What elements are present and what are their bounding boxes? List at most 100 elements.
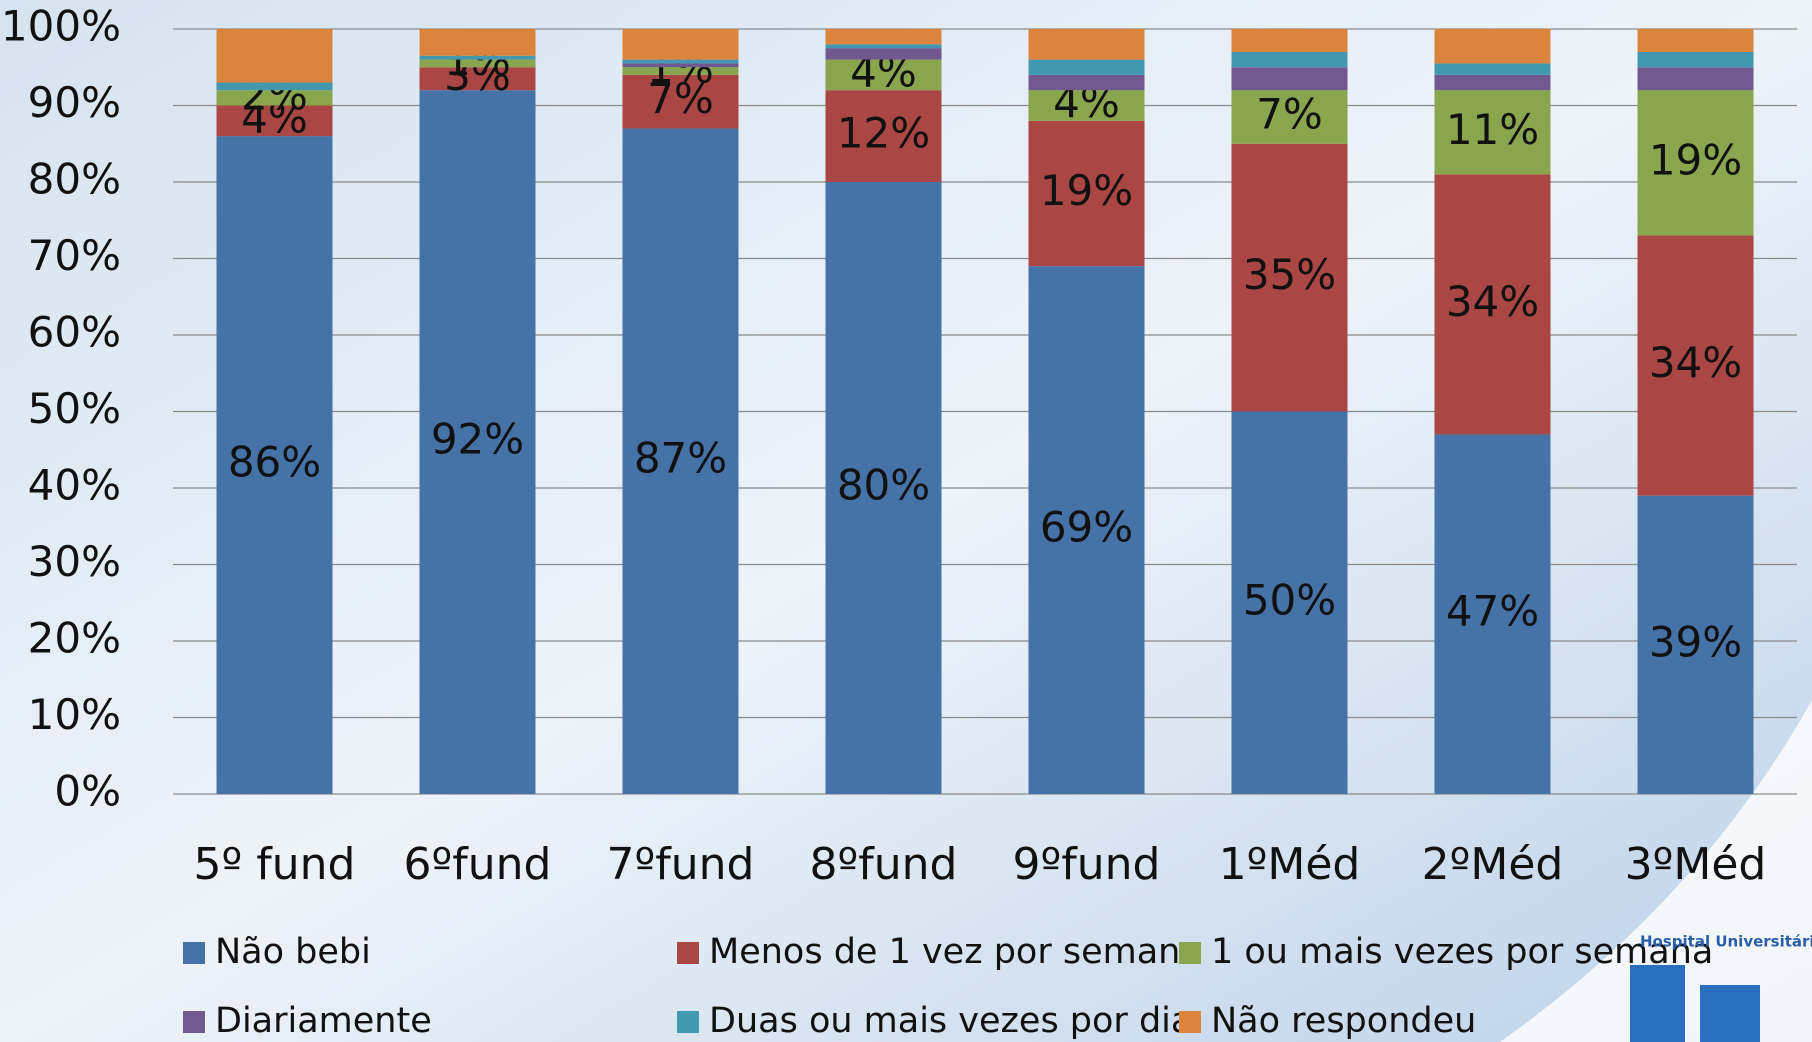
bar-segment xyxy=(216,105,333,137)
x-tick-label: 5º fund xyxy=(194,839,356,890)
bar-segment xyxy=(1434,90,1551,175)
bar-segment xyxy=(216,136,333,795)
legend-swatch xyxy=(1179,1011,1201,1033)
logo-text: Hospital Universitári xyxy=(1640,933,1812,951)
bar-segment xyxy=(216,90,333,106)
data-label: 86% xyxy=(228,438,321,487)
bar-segment xyxy=(825,90,942,182)
data-label: 47% xyxy=(1446,587,1539,636)
bar-segment xyxy=(825,59,942,91)
legend-swatch xyxy=(1179,942,1201,964)
data-label: 87% xyxy=(634,434,727,483)
bar-segment xyxy=(419,90,536,794)
y-tick-label: 90% xyxy=(28,78,121,127)
data-label: 11% xyxy=(1446,105,1539,154)
data-label: 7% xyxy=(647,74,714,123)
legend-swatch xyxy=(183,942,205,964)
bar-segment xyxy=(1434,63,1551,75)
y-tick-label: 50% xyxy=(28,384,121,433)
y-tick-label: 40% xyxy=(28,461,121,510)
bar-segment xyxy=(1231,411,1348,794)
logo-shape xyxy=(1700,985,1760,1042)
bar-segment xyxy=(622,67,739,75)
legend-swatch xyxy=(677,1011,699,1033)
y-tick-label: 10% xyxy=(28,690,121,739)
y-tick-label: 60% xyxy=(28,308,121,357)
bar-segment xyxy=(622,63,739,68)
data-label: 19% xyxy=(1040,166,1133,215)
data-label: 80% xyxy=(837,461,930,510)
y-tick-label: 20% xyxy=(28,614,121,663)
bar-segment xyxy=(622,29,739,60)
bar-segment xyxy=(1434,174,1551,435)
data-label: 34% xyxy=(1446,277,1539,326)
bar-segment xyxy=(216,29,333,83)
legend-label: Duas ou mais vezes por dia xyxy=(709,1001,1192,1041)
bar-segment xyxy=(825,48,942,60)
bar-segment xyxy=(1434,74,1551,91)
bar-segment xyxy=(622,128,739,794)
bar-segment xyxy=(1434,29,1551,64)
legend-swatch xyxy=(183,1011,205,1033)
legend-label: Menos de 1 vez por semana xyxy=(709,932,1202,972)
data-label: 50% xyxy=(1243,575,1336,624)
bar-segment xyxy=(1231,51,1348,68)
data-label: 39% xyxy=(1649,617,1742,666)
legend-label: Não bebi xyxy=(215,932,371,972)
data-label: 19% xyxy=(1649,135,1742,184)
x-tick-label: 6ºfund xyxy=(404,839,552,890)
bar-segment xyxy=(1028,90,1145,121)
bar-segment xyxy=(825,29,942,45)
bar-segment xyxy=(622,59,739,64)
data-label: 92% xyxy=(431,415,524,464)
bar-segment xyxy=(622,74,739,129)
bar-segment xyxy=(419,59,536,68)
bar-segment xyxy=(419,29,536,56)
y-tick-label: 80% xyxy=(28,155,121,204)
y-tick-label: 100% xyxy=(1,2,121,51)
bar-segment xyxy=(1231,143,1348,412)
legend-swatch xyxy=(677,942,699,964)
data-label: 34% xyxy=(1649,338,1742,387)
bar-segment xyxy=(1028,74,1145,91)
bar-segment xyxy=(1028,29,1145,60)
bar-segment xyxy=(1028,266,1145,794)
data-label: 35% xyxy=(1243,250,1336,299)
bar-segment xyxy=(1637,90,1754,236)
bar-segment xyxy=(1028,120,1145,267)
bar-segment xyxy=(1637,235,1754,496)
bar-segment xyxy=(1637,67,1754,91)
bar-segment xyxy=(1434,434,1551,794)
bar-segment xyxy=(1231,67,1348,91)
bar-segment xyxy=(419,55,536,60)
swoosh xyxy=(1500,700,1812,1042)
logo: Hospital Universitári xyxy=(1630,933,1812,1042)
bar-segment xyxy=(1028,59,1145,75)
bar-segment xyxy=(1637,51,1754,68)
bar-segment xyxy=(419,67,536,91)
y-tick-label: 0% xyxy=(54,767,121,816)
x-tick-label: 9ºfund xyxy=(1013,839,1161,890)
y-tick-label: 70% xyxy=(28,231,121,280)
data-label: 7% xyxy=(1256,89,1323,138)
bar-segment xyxy=(1637,29,1754,52)
data-label: 69% xyxy=(1040,503,1133,552)
data-label: 12% xyxy=(837,109,930,158)
legend-label: Não respondeu xyxy=(1211,1001,1476,1041)
bar-segment xyxy=(825,44,942,49)
bar-segment xyxy=(1637,495,1754,794)
legend-label: 1 ou mais vezes por semana xyxy=(1211,932,1713,972)
y-tick-label: 30% xyxy=(28,537,121,586)
logo-shape xyxy=(1630,965,1685,1042)
x-tick-label: 2ºMéd xyxy=(1422,839,1564,890)
legend-label: Diariamente xyxy=(215,1001,432,1041)
bar-segment xyxy=(1231,29,1348,52)
bar-segment xyxy=(825,182,942,794)
x-tick-label: 3ºMéd xyxy=(1625,839,1767,890)
x-tick-label: 7ºfund xyxy=(607,839,755,890)
x-tick-label: 1ºMéd xyxy=(1219,839,1361,890)
x-tick-label: 8ºfund xyxy=(810,839,958,890)
bar-segment xyxy=(216,82,333,91)
bar-segment xyxy=(1231,90,1348,144)
